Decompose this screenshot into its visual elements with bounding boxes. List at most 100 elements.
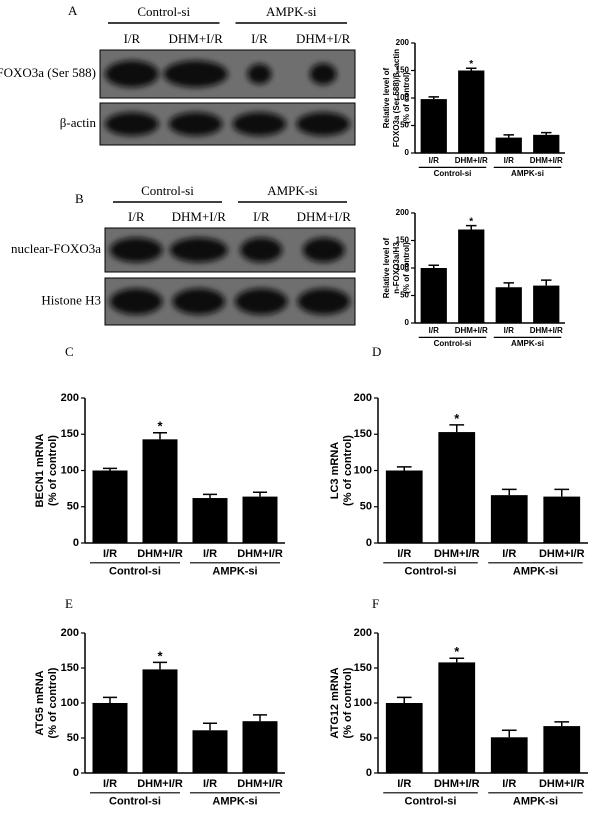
error-bar — [466, 67, 477, 71]
group-label: AMPK-si — [511, 339, 544, 348]
error-bar — [203, 722, 217, 731]
error-bar — [541, 131, 552, 135]
error-bar — [554, 721, 570, 727]
bar — [533, 285, 560, 323]
group-label: AMPK-si — [513, 796, 558, 808]
y-axis-label: n-FOXO3a/H3 — [392, 242, 401, 294]
blot-group-label: AMPK-si — [266, 4, 317, 19]
y-tick-label: 50 — [360, 501, 372, 513]
x-tick-label: I/R — [103, 778, 117, 790]
y-tick-label: 200 — [354, 392, 372, 404]
x-tick-label: I/R — [203, 548, 217, 560]
blot-group-label: Control-si — [141, 183, 194, 198]
y-tick-label: 50 — [360, 732, 372, 744]
blot-band — [105, 60, 159, 88]
y-tick-label: 50 — [67, 732, 79, 744]
y-axis-label: (% of control) — [402, 242, 411, 294]
bar — [533, 134, 560, 153]
y-axis-label: (% of control) — [342, 667, 354, 738]
blot-row-label: nuclear-FOXO3a — [11, 241, 101, 256]
error-bar — [203, 493, 217, 499]
y-tick-label: 150 — [354, 662, 372, 674]
x-tick-label: DHM+I/R — [137, 778, 183, 790]
y-tick-label: 0 — [73, 767, 79, 779]
error-bar — [153, 432, 167, 440]
x-tick-label: I/R — [103, 548, 117, 560]
y-tick-label: 200 — [61, 392, 79, 404]
error-bar — [449, 424, 465, 433]
error-bar — [153, 661, 167, 670]
bar — [142, 669, 178, 773]
x-tick-label: I/R — [203, 778, 217, 790]
lane-label: I/R — [124, 31, 141, 46]
group-label: Control-si — [405, 796, 457, 808]
blot-group-label: AMPK-si — [267, 183, 318, 198]
x-tick-label: I/R — [429, 156, 439, 165]
y-tick-label: 100 — [354, 697, 372, 709]
y-tick-label: 100 — [61, 697, 79, 709]
x-tick-label: DHM+I/R — [530, 326, 563, 335]
blot-band — [110, 288, 163, 315]
error-bar — [428, 96, 439, 100]
lane-label: I/R — [251, 31, 268, 46]
significance-marker: * — [454, 644, 460, 659]
error-bar — [501, 729, 517, 738]
bar — [420, 99, 447, 153]
bar — [458, 229, 485, 323]
y-axis-label: Relative level of — [382, 237, 391, 298]
group-label: AMPK-si — [212, 566, 257, 578]
error-bar — [253, 714, 267, 722]
error-bar — [103, 467, 117, 471]
bar — [192, 498, 228, 543]
significance-marker: * — [469, 59, 473, 70]
y-axis-label: FOXO3a (Ser 588)/β -actin — [392, 49, 401, 147]
x-tick-label: DHM+I/R — [237, 548, 283, 560]
y-tick-label: 50 — [67, 501, 79, 513]
error-bar — [503, 134, 514, 138]
x-tick-label: DHM+I/R — [137, 548, 183, 560]
bar — [495, 137, 522, 153]
group-label: AMPK-si — [511, 169, 544, 178]
blot-band — [240, 237, 283, 263]
y-tick-label: 150 — [396, 236, 410, 245]
y-axis-label: ATG12 mRNA — [329, 667, 341, 738]
bar — [458, 70, 485, 153]
y-axis-label: (% of control) — [342, 435, 354, 506]
lane-label: I/R — [253, 209, 270, 224]
y-axis-label: (% of control) — [402, 72, 411, 124]
y-tick-label: 0 — [366, 537, 372, 549]
error-bar — [541, 279, 552, 286]
error-bar — [428, 264, 439, 268]
error-bar — [501, 488, 517, 496]
lane-label: DHM+I/R — [172, 209, 227, 224]
x-tick-label: I/R — [504, 326, 514, 335]
panel-label: C — [65, 344, 74, 359]
bar — [142, 439, 178, 543]
blot-band — [110, 237, 163, 263]
x-tick-label: DHM+I/R — [434, 778, 480, 790]
bar — [543, 496, 581, 543]
x-tick-label: DHM+I/R — [530, 156, 563, 165]
y-tick-label: 150 — [354, 428, 372, 440]
x-tick-label: I/R — [429, 326, 439, 335]
y-tick-label: 100 — [396, 93, 410, 102]
significance-marker: * — [157, 419, 163, 434]
error-bar — [466, 224, 477, 230]
x-tick-label: I/R — [397, 548, 411, 560]
blot-band — [105, 112, 159, 136]
panel-label: D — [372, 344, 381, 359]
y-tick-label: 100 — [61, 464, 79, 476]
y-tick-label: 150 — [61, 428, 79, 440]
y-axis-label: (% of control) — [47, 435, 59, 506]
bar — [490, 737, 528, 773]
x-tick-label: DHM+I/R — [455, 156, 488, 165]
blot-band — [232, 112, 287, 136]
x-tick-label: DHM+I/R — [539, 548, 585, 560]
x-tick-label: I/R — [502, 778, 516, 790]
significance-marker: * — [454, 411, 460, 426]
group-label: Control-si — [405, 566, 457, 578]
x-tick-label: DHM+I/R — [434, 548, 480, 560]
error-bar — [554, 488, 570, 497]
blot-row-label: Histone H3 — [41, 292, 101, 307]
